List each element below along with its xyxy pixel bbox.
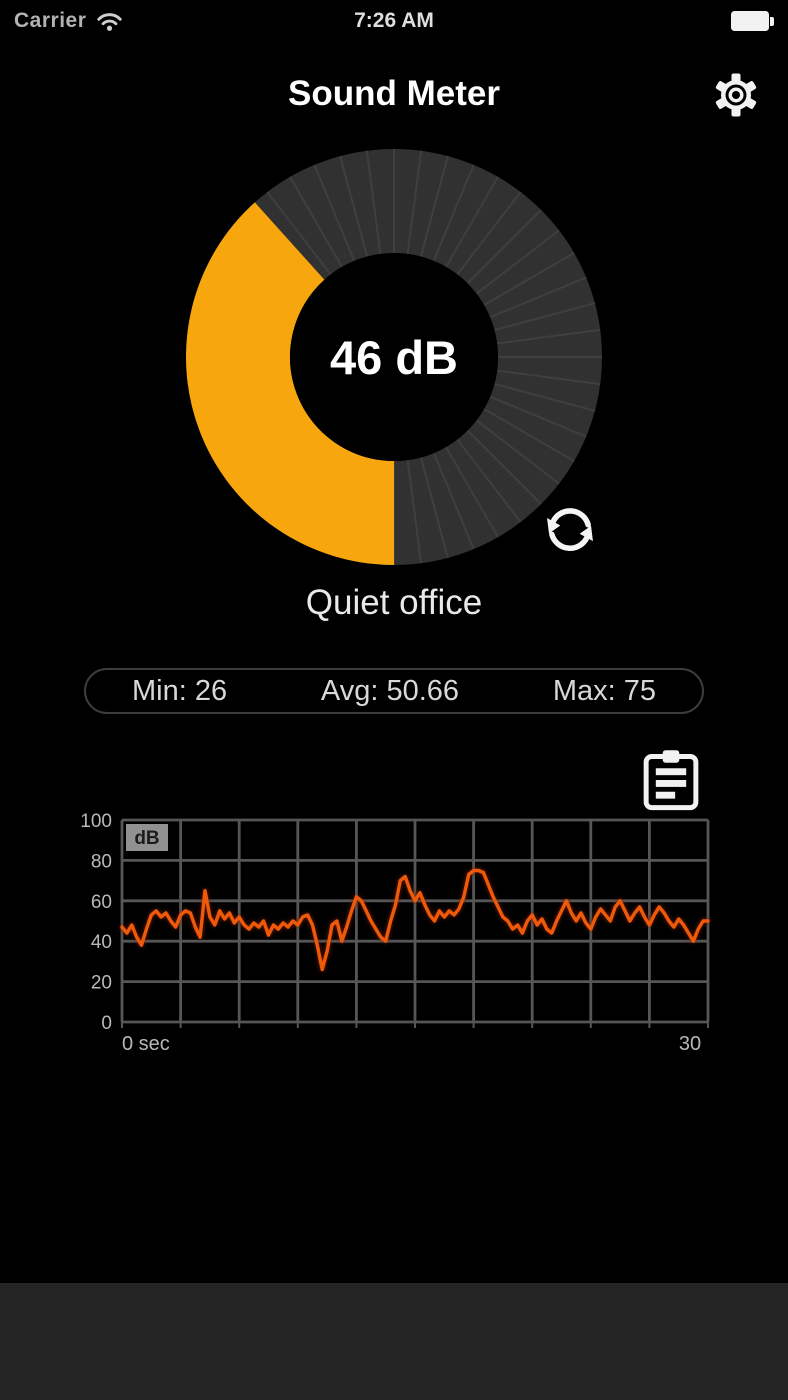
stat-min: Min: 26 [132,674,228,707]
svg-text:dB: dB [134,828,159,849]
environment-label: Quiet office [305,583,483,622]
sound-history-chart: 0 20 40 60 80 100 dB 0 sec 30 [70,806,750,1068]
footer-bar [0,1283,788,1400]
sound-level-gauge [186,149,602,565]
carrier-label: Carrier [14,9,87,32]
settings-button[interactable] [711,71,761,121]
svg-text:20: 20 [91,973,112,994]
stat-avg: Avg: 50.66 [320,674,460,707]
svg-text:40: 40 [91,932,112,953]
battery-full-icon [730,11,774,31]
report-button[interactable] [642,748,700,812]
refresh-button[interactable] [541,503,599,561]
status-bar: Carrier 7:26 AM [0,0,788,42]
svg-text:100: 100 [80,811,112,832]
svg-text:80: 80 [91,851,112,872]
svg-text:60: 60 [91,892,112,913]
refresh-icon [541,508,599,564]
page-title: Sound Meter [288,74,500,113]
svg-text:30: 30 [679,1033,701,1055]
svg-text:0 sec: 0 sec [122,1033,170,1055]
clock-time: 7:26 AM [354,9,434,32]
stat-max: Max: 75 [552,674,656,707]
stats-bar: Min: 26 Avg: 50.66 Max: 75 [84,668,704,714]
clipboard-icon [642,750,700,815]
svg-text:0: 0 [101,1013,112,1034]
gear-icon [712,73,760,122]
wifi-icon [96,11,123,32]
